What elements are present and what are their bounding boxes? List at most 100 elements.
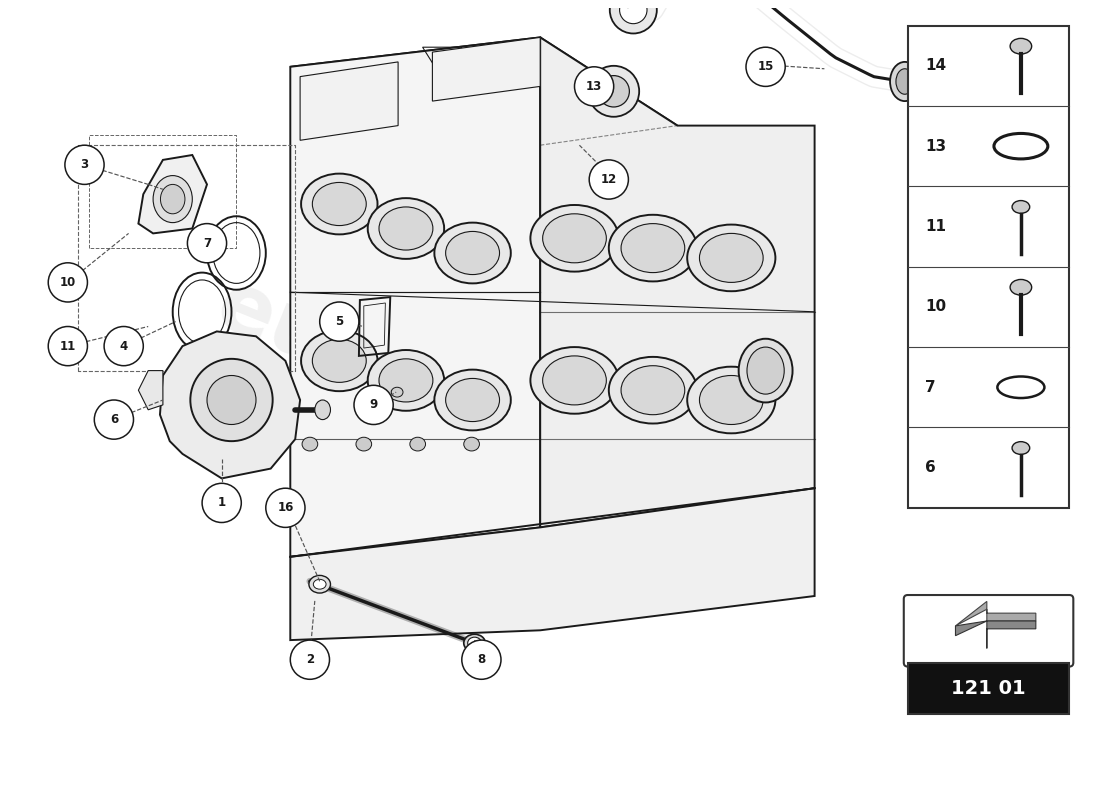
Ellipse shape: [895, 69, 914, 94]
Circle shape: [609, 0, 657, 34]
Circle shape: [48, 326, 87, 366]
Polygon shape: [290, 38, 678, 155]
Text: 10: 10: [925, 299, 946, 314]
Ellipse shape: [434, 370, 510, 430]
Ellipse shape: [367, 198, 444, 259]
Circle shape: [574, 66, 614, 106]
Ellipse shape: [1010, 38, 1032, 54]
Text: 3: 3: [80, 158, 89, 171]
Circle shape: [354, 386, 393, 425]
Ellipse shape: [410, 438, 426, 451]
Polygon shape: [432, 38, 540, 101]
Ellipse shape: [530, 205, 618, 272]
Circle shape: [187, 223, 227, 262]
Text: 4: 4: [120, 339, 128, 353]
Circle shape: [95, 400, 133, 439]
Ellipse shape: [530, 347, 618, 414]
Text: 13: 13: [586, 80, 602, 93]
Ellipse shape: [608, 357, 697, 423]
Polygon shape: [139, 370, 163, 410]
Polygon shape: [139, 155, 207, 234]
Ellipse shape: [1010, 279, 1032, 295]
Ellipse shape: [739, 338, 793, 402]
Ellipse shape: [464, 438, 480, 451]
Text: 10: 10: [59, 276, 76, 289]
Ellipse shape: [446, 378, 499, 422]
Circle shape: [590, 160, 628, 199]
Ellipse shape: [312, 339, 366, 382]
Text: 14: 14: [925, 58, 946, 74]
Ellipse shape: [315, 400, 330, 419]
Polygon shape: [956, 621, 1036, 649]
FancyBboxPatch shape: [908, 662, 1069, 714]
Ellipse shape: [367, 350, 444, 410]
Text: 5: 5: [336, 315, 343, 328]
Ellipse shape: [464, 634, 485, 652]
Text: 16: 16: [277, 502, 294, 514]
Text: eurospares: eurospares: [204, 263, 724, 537]
Circle shape: [598, 76, 629, 107]
Circle shape: [588, 66, 639, 117]
Text: 6: 6: [110, 413, 118, 426]
Text: 1: 1: [218, 496, 226, 510]
Ellipse shape: [688, 225, 776, 291]
Circle shape: [746, 47, 785, 86]
Text: 8: 8: [477, 653, 485, 666]
Ellipse shape: [688, 366, 776, 434]
Text: 15: 15: [758, 60, 773, 74]
Circle shape: [266, 488, 305, 527]
Ellipse shape: [542, 214, 606, 263]
Polygon shape: [290, 488, 815, 640]
Ellipse shape: [312, 182, 366, 226]
Ellipse shape: [302, 438, 318, 451]
Ellipse shape: [700, 234, 763, 282]
Circle shape: [320, 302, 359, 341]
Text: 11: 11: [925, 219, 946, 234]
Ellipse shape: [621, 366, 684, 414]
Ellipse shape: [542, 356, 606, 405]
Ellipse shape: [1012, 442, 1030, 454]
Ellipse shape: [434, 222, 510, 283]
FancyBboxPatch shape: [908, 26, 1069, 508]
Ellipse shape: [890, 62, 920, 101]
Polygon shape: [290, 38, 540, 557]
Ellipse shape: [314, 579, 326, 589]
Polygon shape: [160, 331, 300, 478]
Ellipse shape: [153, 175, 192, 222]
Circle shape: [190, 359, 273, 441]
Text: 6: 6: [925, 460, 936, 475]
Circle shape: [290, 640, 330, 679]
Text: 2: 2: [306, 653, 313, 666]
Ellipse shape: [309, 575, 330, 593]
Circle shape: [65, 145, 104, 185]
Ellipse shape: [301, 330, 377, 391]
Text: 121 01: 121 01: [952, 678, 1026, 698]
Text: 13: 13: [925, 138, 946, 154]
Polygon shape: [540, 38, 815, 527]
Text: 7: 7: [925, 380, 936, 394]
Text: 7: 7: [202, 237, 211, 250]
Text: 9: 9: [370, 398, 377, 411]
Ellipse shape: [161, 184, 185, 214]
Ellipse shape: [621, 223, 684, 273]
Text: 12: 12: [601, 173, 617, 186]
Polygon shape: [300, 62, 398, 140]
Ellipse shape: [379, 359, 433, 402]
Ellipse shape: [379, 207, 433, 250]
Ellipse shape: [301, 174, 377, 234]
FancyBboxPatch shape: [904, 595, 1074, 666]
Ellipse shape: [700, 375, 763, 425]
Text: 11: 11: [59, 339, 76, 353]
Ellipse shape: [356, 438, 372, 451]
Ellipse shape: [608, 214, 697, 282]
Text: a passion for parts since 1985: a passion for parts since 1985: [261, 422, 581, 566]
Ellipse shape: [468, 637, 482, 649]
Circle shape: [619, 0, 647, 24]
Ellipse shape: [392, 387, 403, 397]
Circle shape: [48, 262, 87, 302]
Polygon shape: [956, 602, 1036, 626]
Ellipse shape: [1012, 201, 1030, 214]
Circle shape: [207, 375, 256, 425]
Circle shape: [104, 326, 143, 366]
Circle shape: [462, 640, 501, 679]
